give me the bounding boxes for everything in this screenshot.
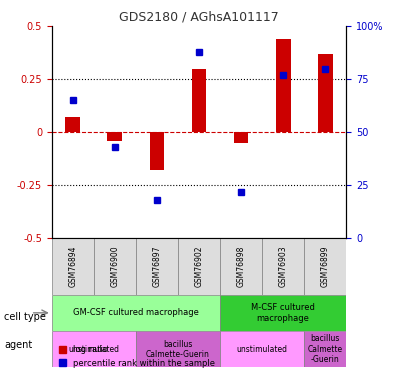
- Text: GSM76894: GSM76894: [68, 246, 77, 287]
- Bar: [234, 132, 248, 143]
- Text: GSM76902: GSM76902: [195, 246, 203, 287]
- Text: unstimulated: unstimulated: [68, 345, 119, 354]
- Text: GSM76903: GSM76903: [279, 246, 288, 287]
- Text: GSM76899: GSM76899: [321, 246, 330, 287]
- Text: GM-CSF cultured macrophage: GM-CSF cultured macrophage: [73, 308, 199, 317]
- Text: unstimulated: unstimulated: [237, 345, 288, 354]
- FancyBboxPatch shape: [136, 331, 220, 368]
- FancyBboxPatch shape: [94, 238, 136, 295]
- Text: cell type: cell type: [4, 312, 46, 322]
- Text: agent: agent: [4, 340, 32, 350]
- FancyBboxPatch shape: [220, 295, 346, 331]
- FancyBboxPatch shape: [52, 238, 94, 295]
- Text: GSM76900: GSM76900: [110, 246, 119, 287]
- Bar: [150, 132, 164, 170]
- Text: GSM76898: GSM76898: [236, 246, 246, 287]
- Legend: log ratio, percentile rank within the sample: log ratio, percentile rank within the sa…: [56, 342, 218, 371]
- Text: M-CSF cultured
macrophage: M-CSF cultured macrophage: [251, 303, 315, 322]
- Text: bacillus
Calmette
-Guerin: bacillus Calmette -Guerin: [308, 334, 343, 364]
- FancyBboxPatch shape: [136, 238, 178, 295]
- Bar: [107, 132, 122, 141]
- FancyBboxPatch shape: [178, 238, 220, 295]
- FancyBboxPatch shape: [262, 238, 304, 295]
- FancyBboxPatch shape: [52, 295, 220, 331]
- Bar: [276, 39, 291, 132]
- FancyBboxPatch shape: [220, 331, 304, 368]
- FancyBboxPatch shape: [304, 238, 346, 295]
- Bar: [318, 54, 333, 132]
- Text: bacillus
Calmette-Guerin: bacillus Calmette-Guerin: [146, 340, 210, 359]
- Title: GDS2180 / AGhsA101117: GDS2180 / AGhsA101117: [119, 11, 279, 24]
- FancyBboxPatch shape: [52, 331, 136, 368]
- Bar: [192, 69, 206, 132]
- FancyBboxPatch shape: [220, 238, 262, 295]
- Text: GSM76897: GSM76897: [152, 246, 162, 287]
- FancyBboxPatch shape: [304, 331, 346, 368]
- Bar: [65, 117, 80, 132]
